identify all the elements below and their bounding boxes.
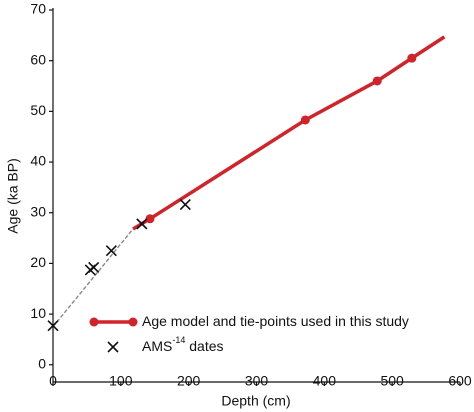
- x-tick-label: 200: [177, 373, 201, 389]
- data-point: [300, 115, 310, 125]
- legend-label: Age model and tie-points used in this st…: [142, 313, 409, 329]
- legend-marker: [128, 317, 138, 327]
- data-point: [407, 53, 417, 63]
- cross-stroke: [88, 261, 100, 274]
- y-tick-label: 60: [30, 51, 46, 67]
- legend-text: Age model and tie-points used in this st…: [142, 313, 409, 329]
- data-point: [145, 214, 155, 224]
- x-tick-label: 100: [109, 373, 133, 389]
- cross-stroke: [105, 245, 117, 257]
- cross-stroke: [47, 320, 59, 332]
- cross-stroke: [136, 218, 148, 230]
- cross-marker: [179, 199, 191, 211]
- cross-marker: [136, 218, 148, 230]
- y-tick-label: 20: [30, 254, 46, 270]
- legend-label: AMS-14 dates: [142, 335, 224, 353]
- series-line: [132, 35, 446, 231]
- y-tick-label: 70: [30, 1, 46, 17]
- x-tick-label: 300: [245, 373, 269, 389]
- legend-text: dates: [185, 338, 223, 354]
- data-point: [372, 76, 382, 86]
- x-tick-label: 600: [448, 373, 472, 389]
- cross-stroke: [179, 199, 191, 211]
- y-tick-label: 30: [30, 203, 46, 219]
- cross-stroke: [107, 341, 119, 353]
- legend-marker: [89, 317, 99, 327]
- cross-marker: [47, 320, 59, 332]
- x-tick-label: 500: [380, 373, 404, 389]
- cross-marker: [105, 245, 117, 257]
- y-axis-label: Age (ka BP): [5, 158, 21, 233]
- y-tick-label: 40: [30, 153, 46, 169]
- legend-text: AMS: [142, 338, 172, 354]
- cross-marker: [88, 261, 100, 274]
- cross-marker: [107, 341, 119, 353]
- x-axis-label: Depth (cm): [221, 393, 290, 409]
- y-tick-label: 50: [30, 102, 46, 118]
- x-tick-label: 400: [313, 373, 337, 389]
- y-tick-label: 0: [38, 355, 46, 371]
- x-tick-label: 0: [49, 373, 57, 389]
- legend-text: -14: [172, 335, 185, 345]
- series-line: [52, 228, 134, 328]
- y-tick-label: 10: [30, 305, 46, 321]
